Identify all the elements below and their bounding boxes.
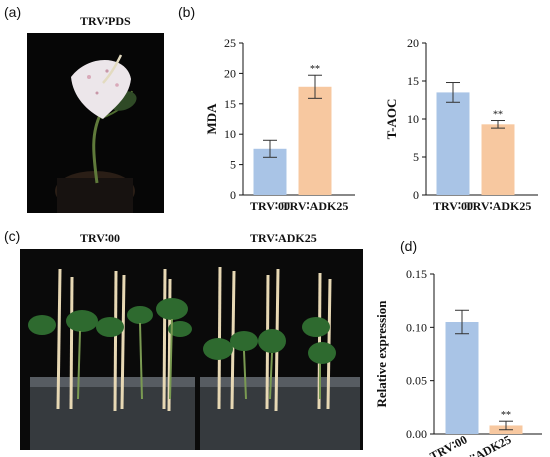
mda-category-label: TRV∶ADK25: [282, 199, 349, 213]
mda-y-tick-label: 15: [224, 97, 236, 111]
mda-y-tick-label: 20: [224, 66, 236, 80]
rel-significance-label: **: [501, 410, 511, 421]
photo-label-treatment: TRV∶ADK25: [250, 231, 317, 245]
mda-y-axis-label: MDA: [204, 103, 219, 135]
taoc-category-label: TRV∶ADK25: [465, 199, 532, 213]
mda-y-tick-label: 25: [224, 36, 236, 50]
panel-a-letter: (a): [4, 4, 22, 20]
taoc-y-tick-label: 20: [407, 36, 419, 50]
rel-bar-control: [445, 322, 479, 434]
panel-d-letter: (d): [400, 238, 418, 254]
photo-label-control: TRV∶00: [80, 231, 121, 245]
rel-y-axis-label: Relative expression: [374, 300, 389, 408]
mda-y-tick-label: 5: [230, 158, 236, 172]
pds-plant-illustration: [27, 33, 164, 213]
rel-y-tick-label: 0.05: [406, 374, 427, 388]
taoc-category-label: TRV∶00: [433, 199, 473, 213]
taoc-y-tick-label: 10: [407, 112, 419, 126]
pds-plant-photo: [27, 33, 164, 213]
mda-y-tick-label: 0: [230, 188, 236, 202]
mda-category-label: TRV∶00: [250, 199, 290, 213]
taoc-bar-control: [436, 92, 470, 195]
panel-c-letter: (c): [4, 228, 21, 244]
taoc-bar-treatment: [481, 124, 515, 195]
panel-a-title: TRV∶PDS: [80, 14, 131, 28]
taoc-y-tick-label: 15: [407, 74, 419, 88]
seedlings-illustration: [20, 249, 363, 450]
rel-y-tick-label: 0.15: [406, 267, 427, 281]
taoc-y-tick-label: 5: [413, 150, 419, 164]
rel-y-tick-label: 0.10: [406, 320, 427, 334]
panel-b-letter: (b): [178, 4, 196, 20]
taoc-significance-label: **: [493, 110, 503, 121]
taoc-y-axis-label: T-AOC: [384, 99, 399, 140]
rel-category-label: TRV∶00: [427, 432, 469, 457]
seedlings-photo: [20, 249, 363, 450]
rel-y-tick-label: 0.00: [406, 427, 427, 441]
chart-mda-taoc: 0 5 10 15 20 25 MDA TRV∶00 ** TRV∶ADK25 0 5 10 15 20 T-…: [204, 36, 538, 213]
taoc-y-tick-label: 0: [413, 188, 419, 202]
mda-significance-label: **: [310, 64, 320, 75]
mda-y-tick-label: 10: [224, 127, 236, 141]
mda-bar-treatment: [298, 86, 332, 195]
chart-relative-expression: 0.00 0.05 0.10 0.15 Relative expression TRV∶0…: [374, 267, 542, 457]
